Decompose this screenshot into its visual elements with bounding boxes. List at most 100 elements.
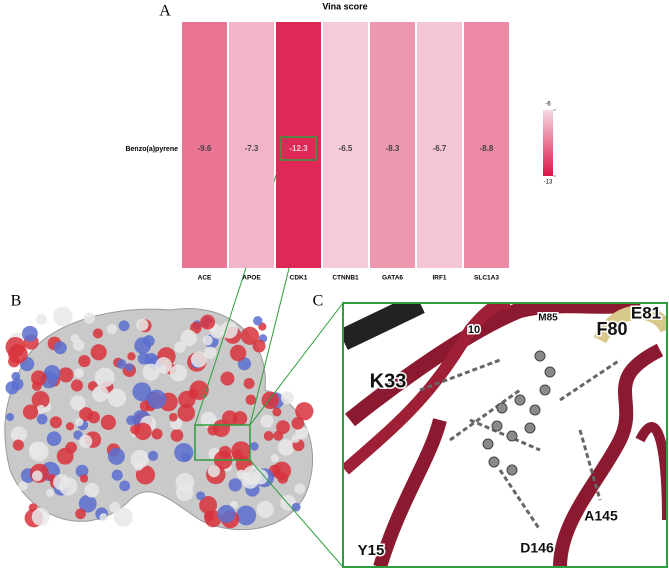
surface-atom: [220, 371, 235, 386]
surface-atom: [127, 352, 136, 361]
surface-atom: [132, 382, 152, 402]
surface-atom: [31, 370, 47, 386]
surface-atom: [53, 473, 70, 491]
surface-atom: [291, 434, 300, 443]
surface-atom: [22, 404, 39, 420]
value-label: -8.3: [386, 144, 400, 153]
surface-atom: [174, 443, 194, 463]
surface-atom: [200, 411, 217, 428]
value-label: -9.6: [198, 144, 212, 153]
surface-atom: [126, 415, 136, 426]
colorbar-tick-label: -6: [545, 102, 551, 108]
residue-label: A145: [584, 508, 618, 524]
value-label: -12.3: [289, 144, 308, 153]
surface-atom: [204, 510, 222, 528]
surface-atom: [58, 367, 74, 383]
surface-atom: [29, 441, 45, 458]
ribbon: [343, 303, 425, 350]
surface-atom: [99, 513, 108, 522]
residue-label: D146: [520, 540, 554, 556]
heatmap-cell: [464, 22, 509, 268]
residue-label: M85: [538, 313, 558, 324]
heatmap-cell: [370, 22, 415, 268]
surface-atom: [240, 326, 260, 345]
surface-atom: [36, 404, 46, 414]
x-tick-label: ACE: [198, 275, 212, 282]
surface-atom: [231, 441, 251, 461]
surface-atom: [276, 420, 290, 435]
interactions: [419, 358, 621, 531]
surface-atom: [155, 357, 172, 374]
surface-atom: [31, 390, 50, 409]
surface-atom: [147, 450, 159, 462]
surface-atom: [79, 407, 94, 422]
surface-atom: [174, 341, 186, 353]
surface-atom: [169, 412, 178, 422]
value-label: -8.8: [480, 144, 494, 153]
surface-atom: [243, 377, 255, 389]
surface-atom: [111, 469, 123, 481]
surface-atom: [119, 480, 131, 492]
connector: [249, 459, 344, 568]
surface-atom: [190, 351, 207, 368]
surface-atom: [46, 431, 62, 446]
surface-atom: [36, 314, 48, 326]
x-tick-label: APOE: [242, 275, 261, 282]
row-label: Benzo(a)pyrene: [125, 146, 178, 153]
surface-atom: [130, 424, 140, 435]
surface-atom: [190, 322, 202, 334]
heatmap-cell: [417, 22, 462, 268]
surface-atom: [204, 346, 217, 359]
surface-atom: [73, 430, 83, 440]
surface-atom: [180, 329, 197, 347]
surface-atom: [70, 379, 83, 392]
surface-atom: [189, 380, 209, 400]
surface-atom: [46, 488, 55, 497]
ligand: [482, 350, 556, 476]
surface-atom: [295, 402, 314, 421]
surface-atom: [36, 413, 48, 425]
surface-atom: [107, 447, 125, 465]
heatmap-cell: [276, 22, 321, 268]
surface-atom: [170, 429, 184, 442]
surface-atom: [136, 318, 149, 331]
surface-atom: [31, 507, 50, 526]
surface-atom: [220, 321, 238, 339]
surface-atom: [291, 416, 305, 430]
surface-atom: [270, 454, 279, 463]
surface-atom: [236, 505, 257, 526]
surface-atom: [250, 441, 259, 451]
surface-atom: [49, 416, 62, 429]
surface-atom: [31, 470, 43, 482]
highlight-box: [280, 136, 317, 161]
surface-atom: [253, 316, 263, 326]
surface-atom: [202, 335, 213, 346]
surface-atom: [272, 407, 282, 417]
residue-label: K33: [370, 370, 407, 392]
surface-atom: [79, 434, 93, 448]
surface-atom: [280, 391, 294, 405]
colorbar-tick-label: -13: [544, 180, 553, 186]
surface-atom: [70, 395, 86, 411]
residue-label: 10: [468, 324, 480, 336]
surface-atom: [83, 312, 96, 324]
surface-atom: [294, 483, 306, 495]
heatmap-cell: [323, 22, 368, 268]
ribbon: [345, 303, 642, 427]
surface-atom: [291, 502, 301, 512]
residue-label: E81: [631, 303, 661, 322]
ribbon: [343, 303, 511, 475]
surface-atom: [113, 507, 133, 527]
surface-atom: [260, 414, 274, 428]
surface-atom: [210, 324, 225, 339]
surface-atom: [256, 500, 274, 519]
value-label: -7.3: [245, 144, 259, 153]
surface-atom: [109, 501, 121, 514]
surface-atom: [65, 441, 77, 454]
helix: [593, 305, 667, 344]
surface-atom: [245, 394, 257, 406]
surface-atom: [18, 481, 28, 491]
surface-atom: [242, 465, 263, 485]
